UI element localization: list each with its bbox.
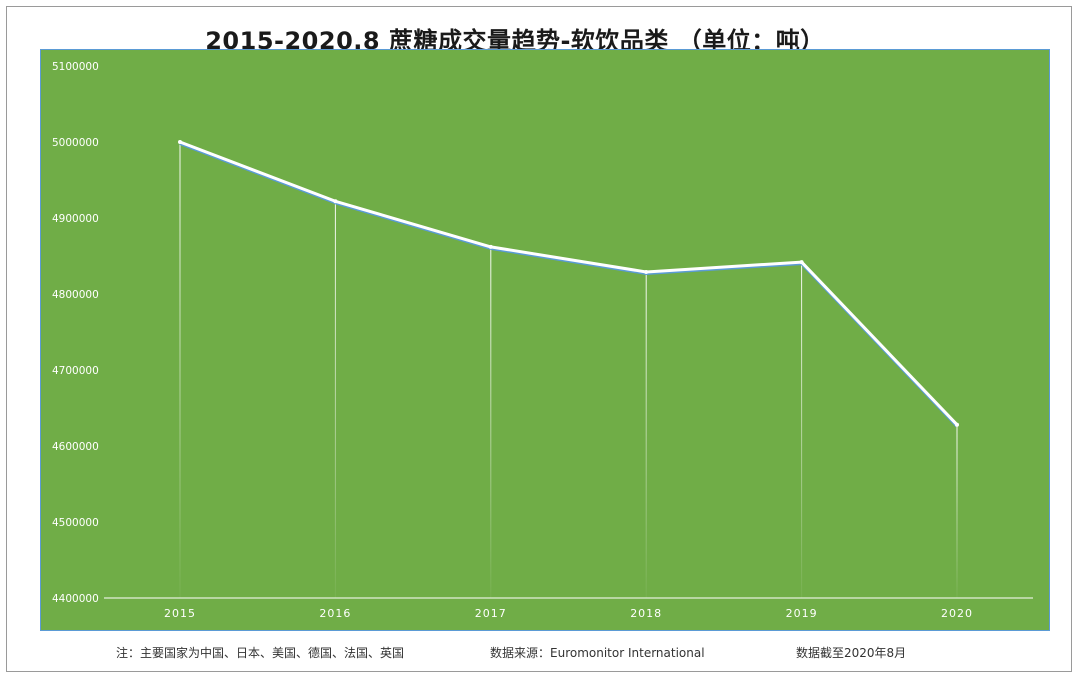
footnote-countries: 注：主要国家为中国、日本、美国、德国、法国、英国	[116, 646, 405, 660]
x-axis: 2015 2016 2017 2018 2019 2020	[104, 597, 1033, 620]
x-tick-label: 2017	[475, 607, 507, 620]
x-tick-label: 2019	[786, 607, 818, 620]
y-tick-label: 4800000	[52, 289, 99, 301]
y-tick-label: 4900000	[52, 213, 99, 225]
footnote-source: 数据来源：Euromonitor International	[490, 646, 705, 660]
drop-line	[490, 246, 492, 598]
data-point	[799, 260, 804, 265]
y-axis: 4400000 4500000 4600000 4700000 4800000 49000…	[52, 61, 99, 605]
x-tick-label: 2018	[630, 607, 662, 620]
data-point	[178, 140, 182, 144]
drop-lines	[179, 142, 958, 598]
data-point	[488, 244, 493, 249]
data-point	[955, 422, 959, 427]
x-tick-label: 2016	[319, 607, 351, 620]
footnote-cutoff: 数据截至2020年8月	[796, 646, 907, 660]
y-tick-label: 4700000	[52, 365, 99, 377]
y-tick-label: 4400000	[52, 593, 99, 605]
y-tick-label: 5100000	[52, 61, 99, 73]
plot-area	[40, 49, 1050, 631]
drop-line	[334, 201, 336, 598]
data-point	[333, 199, 338, 204]
drop-line	[179, 142, 181, 598]
drop-line	[801, 262, 803, 598]
x-tick-label: 2020	[941, 607, 973, 620]
y-tick-label: 5000000	[52, 137, 99, 149]
y-tick-label: 4500000	[52, 517, 99, 529]
data-point	[644, 269, 649, 274]
series-line	[178, 140, 959, 427]
drop-line	[645, 271, 647, 598]
series-group	[178, 140, 959, 428]
y-tick-label: 4600000	[52, 441, 99, 453]
drop-line	[956, 424, 958, 598]
x-tick-label: 2015	[164, 607, 196, 620]
